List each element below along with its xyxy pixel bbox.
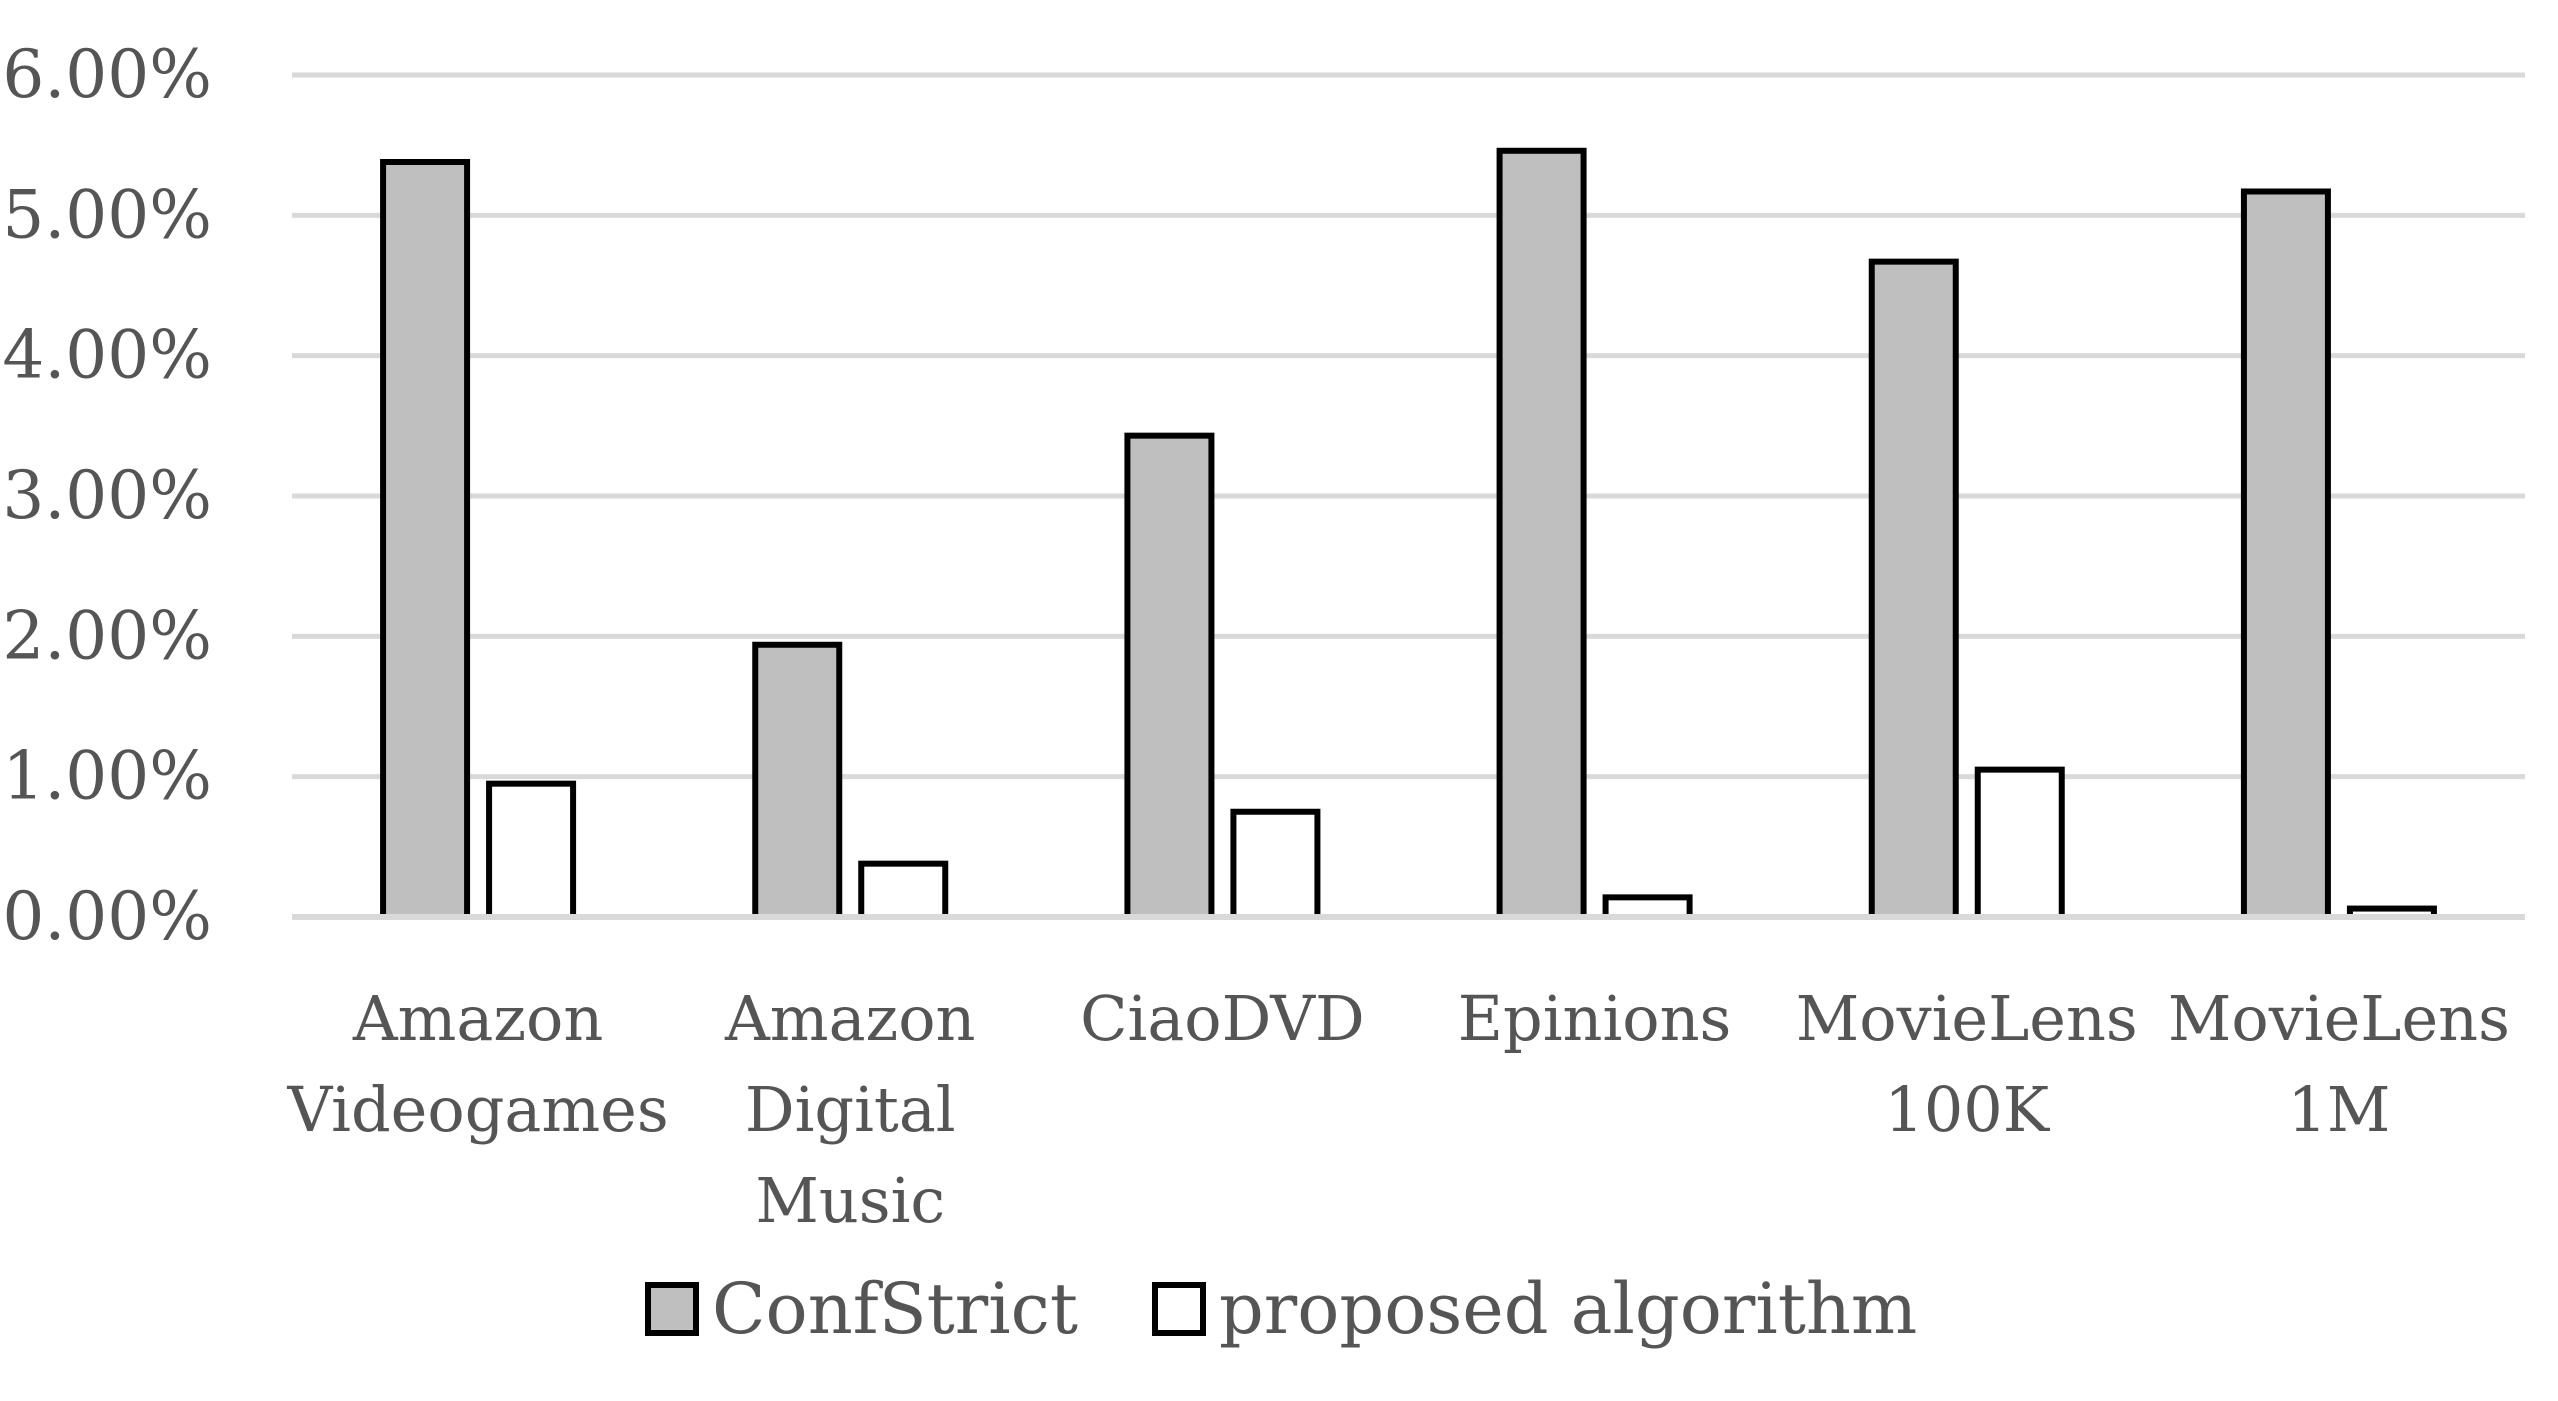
bars	[380, 147, 2437, 921]
y-axis-ticks: 0.00% 1.00% 2.00% 3.00% 4.00% 5.00% 6.00%	[2, 36, 212, 955]
x-tick-label-line: Videogames	[286, 1073, 668, 1146]
y-tick-label: 2.00%	[2, 597, 212, 674]
x-tick-label: Amazon Digital Music	[724, 982, 975, 1237]
bar-confstrict	[752, 641, 843, 921]
x-axis-labels: Amazon Videogames Amazon Digital Music CiaoDV…	[286, 982, 2509, 1237]
bar-proposed-algorithm	[1230, 808, 1321, 920]
x-tick-label-line: Amazon	[352, 982, 603, 1055]
x-tick-label: MovieLens 100K	[1796, 982, 2138, 1146]
x-tick-label: CiaoDVD	[1080, 982, 1365, 1055]
x-tick-label-line: 1M	[2287, 1073, 2390, 1146]
x-tick-label: Amazon Videogames	[286, 982, 668, 1146]
x-tick-label-line: Digital	[745, 1073, 956, 1146]
bar-confstrict	[2240, 188, 2331, 920]
y-tick-label: 0.00%	[2, 878, 212, 955]
x-tick-label-line: Amazon	[724, 982, 975, 1055]
y-tick-label: 1.00%	[2, 738, 212, 815]
y-tick-label: 3.00%	[2, 457, 212, 534]
x-tick-label-line: Music	[755, 1164, 945, 1237]
x-tick-label-line: MovieLens	[1796, 982, 2138, 1055]
x-tick-label-line: Epinions	[1458, 982, 1732, 1055]
legend-label-confstrict: ConfStrict	[712, 1268, 1078, 1350]
legend: ConfStrict proposed algorithm	[645, 1268, 1917, 1350]
legend-swatch-proposed-algorithm	[1152, 1282, 1206, 1336]
x-tick-label-line: MovieLens	[2168, 982, 2510, 1055]
x-tick-label: MovieLens 1M	[2168, 982, 2510, 1146]
bar-confstrict	[1868, 258, 1959, 921]
legend-swatch-confstrict	[645, 1282, 699, 1336]
bar-confstrict	[1496, 147, 1587, 920]
x-tick-label: Epinions	[1458, 982, 1732, 1055]
bar-proposed-algorithm	[486, 780, 577, 921]
legend-label-proposed-algorithm: proposed algorithm	[1219, 1268, 1917, 1350]
gridlines	[292, 72, 2525, 780]
y-tick-label: 6.00%	[2, 36, 212, 113]
x-tick-label-line: CiaoDVD	[1080, 982, 1365, 1055]
y-tick-label: 4.00%	[2, 317, 212, 394]
x-tick-label-line: 100K	[1884, 1073, 2050, 1146]
bar-confstrict	[1124, 432, 1215, 920]
y-tick-label: 5.00%	[2, 176, 212, 253]
bar-proposed-algorithm	[858, 860, 949, 921]
bar-proposed-algorithm	[1974, 766, 2065, 921]
bar-confstrict	[380, 159, 471, 921]
